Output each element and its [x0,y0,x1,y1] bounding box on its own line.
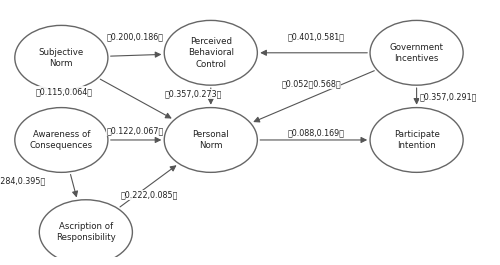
Text: Subjective
Norm: Subjective Norm [38,47,84,68]
Text: （0.122,0.067）: （0.122,0.067） [106,127,164,136]
Ellipse shape [164,20,258,85]
Ellipse shape [15,25,108,90]
Ellipse shape [15,108,108,172]
Ellipse shape [164,108,258,172]
Text: Awareness of
Consequences: Awareness of Consequences [30,130,93,150]
Ellipse shape [40,200,132,264]
Text: Perceived
Behavioral
Control: Perceived Behavioral Control [188,37,234,69]
Text: （0.200,0.186）: （0.200,0.186） [106,32,164,41]
Text: （0.284,0.395）: （0.284,0.395） [0,176,46,186]
Text: （0.222,0.085）: （0.222,0.085） [121,190,178,199]
Text: （0.115,0.064）: （0.115,0.064） [36,87,92,96]
Text: Personal
Norm: Personal Norm [192,130,229,150]
Text: （0.357,0.291）: （0.357,0.291） [420,92,477,101]
Text: （0.401,0.581）: （0.401,0.581） [288,32,344,41]
Ellipse shape [370,20,463,85]
Ellipse shape [370,108,463,172]
Text: Participate
Intention: Participate Intention [394,130,440,150]
Text: Ascription of
Responsibility: Ascription of Responsibility [56,222,116,242]
Text: Government
Incentives: Government Incentives [390,43,444,63]
Text: （0.357,0.273）: （0.357,0.273） [165,89,222,98]
Text: （0.052，0.568）: （0.052，0.568） [282,80,341,89]
Text: （0.088,0.169）: （0.088,0.169） [288,128,344,137]
